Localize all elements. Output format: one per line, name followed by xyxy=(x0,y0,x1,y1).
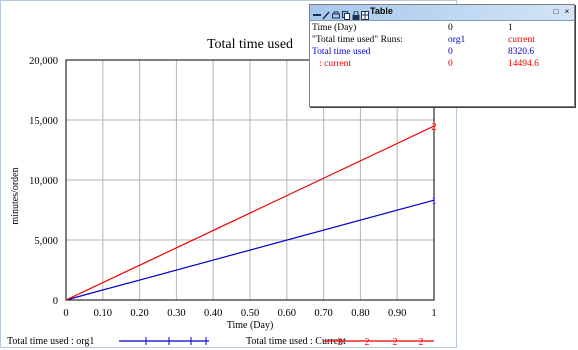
x-tick-label: 0 xyxy=(63,308,68,319)
minimize-button[interactable]: □ xyxy=(553,7,559,16)
y-tick-label: 0 xyxy=(53,296,58,307)
table-toolbar-grip-icon[interactable] xyxy=(313,7,321,16)
table-row-label: : current xyxy=(312,59,352,69)
printer-icon[interactable] xyxy=(332,7,340,19)
table-row-label: "Total time used" Runs: xyxy=(312,35,403,45)
lock-icon[interactable] xyxy=(352,7,360,20)
x-tick-label: 0.90 xyxy=(388,308,406,319)
table-cell: 8320.6 xyxy=(508,47,535,57)
plot-frame xyxy=(65,59,435,301)
table-row: : current 0 14494.6 xyxy=(310,58,574,70)
table-body: Time (Day) 0 1 "Total time used" Runs: o… xyxy=(310,22,574,70)
table-window-title: Table xyxy=(370,6,393,16)
legend-marker: 2 xyxy=(365,337,370,348)
y-tick-label: 5,000 xyxy=(34,236,58,247)
x-tick-label: 0.80 xyxy=(351,308,369,319)
chart-title: Total time used xyxy=(207,37,293,52)
table-cell: current xyxy=(508,35,535,45)
x-tick-label: 1 xyxy=(431,308,436,319)
x-tick-label: 0.20 xyxy=(130,308,148,319)
y-tick-label: 20,000 xyxy=(29,56,58,67)
legend-label: Total time used : Current xyxy=(246,336,346,347)
table-row-label: Total time used xyxy=(312,47,371,57)
x-tick-label: 0.60 xyxy=(278,308,296,319)
x-axis-label: Time (Day) xyxy=(227,320,274,331)
table-cell: 0 xyxy=(448,23,453,33)
legend-marker: 2 xyxy=(338,337,343,348)
y-tick-label: 15,000 xyxy=(29,116,58,127)
table-icon xyxy=(361,7,369,20)
table-cell: 0 xyxy=(448,59,453,69)
legend-marker: 2 xyxy=(393,337,398,348)
x-tick-label: 0.10 xyxy=(94,308,112,319)
legend-label: Total time used : org1 xyxy=(7,336,94,347)
table-row: Total time used 0 8320.6 xyxy=(310,46,574,58)
series-line xyxy=(65,125,435,301)
table-row: "Total time used" Runs: org1 current xyxy=(310,34,574,46)
close-button[interactable]: × xyxy=(564,7,570,16)
x-tick-label: 0.30 xyxy=(167,308,185,319)
table-row: Time (Day) 0 1 xyxy=(310,22,574,34)
table-titlebar[interactable]: Table □ × xyxy=(310,5,574,21)
pencil-icon[interactable] xyxy=(322,7,330,20)
x-tick-label: 0.40 xyxy=(204,308,222,319)
series-line xyxy=(65,199,435,301)
y-tick-label: 10,000 xyxy=(29,176,58,187)
table-cell: 0 xyxy=(448,47,453,57)
x-tick-label: 0.70 xyxy=(314,308,332,319)
x-tick-label: 0.50 xyxy=(241,308,259,319)
table-cell: org1 xyxy=(448,35,466,45)
table-cell: 14494.6 xyxy=(508,59,539,69)
legend-marker: 2 xyxy=(419,337,424,348)
copy-icon[interactable] xyxy=(342,7,350,20)
table-cell: 1 xyxy=(508,23,513,33)
y-axis-label: minutes/orden xyxy=(10,167,21,224)
table-window[interactable]: Table □ × Time (Day) 0 1 "Total time use… xyxy=(309,4,575,107)
table-row-label: Time (Day) xyxy=(312,23,357,33)
